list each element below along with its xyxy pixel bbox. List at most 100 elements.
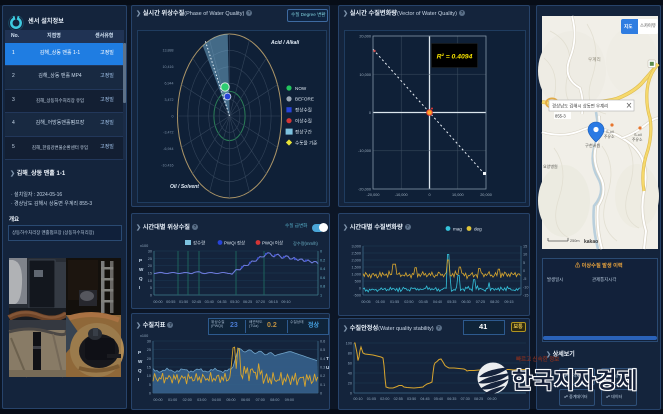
svg-text:0.5: 0.5 [320, 348, 325, 352]
svg-text:20: 20 [148, 264, 152, 268]
svg-text:03:00: 03:00 [197, 398, 206, 402]
svg-text:01:00: 01:00 [168, 398, 177, 402]
svg-text:08:15: 08:15 [269, 300, 278, 304]
svg-text:10: 10 [147, 374, 151, 378]
svg-text:Q: Q [139, 276, 143, 281]
svg-text:05:30: 05:30 [230, 300, 239, 304]
svg-text:5: 5 [150, 286, 152, 290]
svg-text:01:50: 01:50 [179, 300, 188, 304]
svg-text:08:20: 08:20 [490, 300, 499, 304]
svg-text:0.1: 0.1 [320, 383, 325, 387]
svg-text:0.2: 0.2 [320, 374, 325, 378]
svg-text:03:45: 03:45 [419, 300, 428, 304]
svg-text:0: 0 [523, 269, 525, 273]
svg-text:kakao: kakao [584, 239, 598, 245]
svg-text:07:25: 07:25 [476, 300, 485, 304]
svg-text:W: W [139, 267, 144, 272]
svg-text:00:00: 00:00 [153, 398, 162, 402]
svg-text:25: 25 [148, 257, 152, 261]
svg-text:0.3: 0.3 [320, 366, 325, 370]
svg-text:13,888: 13,888 [163, 49, 174, 53]
svg-text:P: P [138, 350, 141, 355]
svg-text:06:00: 06:00 [241, 398, 250, 402]
svg-text:이상수질: 이상수질 [295, 118, 312, 125]
svg-text:04:45: 04:45 [420, 397, 429, 401]
svg-text:2,000: 2,000 [351, 259, 361, 263]
svg-text:3,472: 3,472 [165, 98, 174, 102]
svg-text:정상수질: 정상수질 [295, 107, 312, 114]
svg-text:25: 25 [147, 348, 151, 352]
svg-text:06:25: 06:25 [243, 300, 252, 304]
svg-text:30: 30 [147, 340, 151, 344]
svg-text:6,944: 6,944 [165, 82, 174, 86]
svg-text:P: P [139, 258, 142, 263]
svg-text:강수량(mm/h): 강수량(mm/h) [293, 240, 318, 247]
svg-text:0: 0 [320, 250, 322, 254]
svg-text:NOW: NOW [295, 86, 307, 91]
svg-text:15: 15 [147, 366, 151, 370]
svg-text:10: 10 [523, 253, 527, 257]
svg-text:00:05: 00:05 [361, 300, 370, 304]
svg-text:0: 0 [150, 294, 152, 298]
svg-text:-500: -500 [353, 294, 361, 298]
svg-text:00:55: 00:55 [166, 300, 175, 304]
svg-text:0: 0 [359, 287, 361, 291]
svg-text:15: 15 [523, 245, 527, 249]
svg-text:01:55: 01:55 [390, 300, 399, 304]
svg-text:1: 1 [320, 294, 322, 298]
svg-text:-3,472: -3,472 [163, 131, 173, 135]
svg-text:경상남도 김해시 상동면 우계리: 경상남도 김해시 상동면 우계리 [552, 103, 608, 110]
svg-text:10,416: 10,416 [163, 65, 174, 69]
svg-text:20: 20 [147, 357, 151, 361]
svg-text:04:35: 04:35 [217, 300, 226, 304]
svg-text:10: 10 [148, 279, 152, 283]
svg-text:00:00: 00:00 [153, 300, 162, 304]
svg-text:60: 60 [348, 362, 352, 366]
svg-text:0: 0 [350, 392, 352, 396]
svg-text:250m: 250m [570, 239, 580, 243]
svg-text:100: 100 [346, 342, 352, 346]
svg-text:20,000: 20,000 [359, 35, 371, 39]
svg-text:-10,416: -10,416 [161, 164, 173, 168]
svg-text:0.6: 0.6 [320, 340, 325, 344]
svg-text:05:35: 05:35 [447, 300, 456, 304]
svg-text:Q: Q [138, 368, 142, 373]
svg-text:0.4: 0.4 [320, 267, 325, 271]
svg-text:0: 0 [172, 114, 174, 118]
svg-text:10,000: 10,000 [452, 193, 464, 197]
svg-text:855-3: 855-3 [555, 114, 566, 119]
svg-text:R² = 0.4094: R² = 0.4094 [437, 54, 473, 61]
svg-text:-20,000: -20,000 [358, 188, 371, 192]
svg-text:x100: x100 [140, 334, 148, 338]
svg-text:S-oil: S-oil [634, 133, 642, 137]
svg-text:05:40: 05:40 [434, 397, 443, 401]
svg-text:30: 30 [148, 250, 152, 254]
svg-text:5: 5 [149, 383, 151, 387]
svg-text:1,000: 1,000 [351, 273, 361, 277]
svg-text:강수량: 강수량 [193, 240, 205, 247]
svg-text:02:45: 02:45 [192, 300, 201, 304]
svg-text:09:10: 09:10 [281, 300, 290, 304]
svg-text:08:25: 08:25 [474, 397, 483, 401]
svg-text:-6,944: -6,944 [163, 147, 173, 151]
svg-text:x100: x100 [140, 244, 148, 248]
svg-text:01:00: 01:00 [376, 300, 385, 304]
svg-text:I: I [138, 377, 139, 382]
svg-text:04:40: 04:40 [433, 300, 442, 304]
svg-text:15: 15 [148, 272, 152, 276]
svg-text:09:15: 09:15 [504, 300, 513, 304]
svg-text:03:50: 03:50 [407, 397, 416, 401]
svg-text:-5: -5 [523, 277, 526, 281]
svg-text:U: U [326, 365, 330, 370]
svg-text:07:30: 07:30 [461, 397, 470, 401]
svg-text:0: 0 [369, 111, 371, 115]
svg-text:05:00: 05:00 [226, 398, 235, 402]
svg-text:04:00: 04:00 [212, 398, 221, 402]
svg-text:0.8: 0.8 [320, 285, 325, 289]
svg-text:09:20: 09:20 [487, 397, 496, 401]
svg-text:주유소: 주유소 [632, 137, 643, 142]
svg-text:07:00: 07:00 [256, 398, 265, 402]
svg-text:06:35: 06:35 [447, 397, 456, 401]
svg-text:우계리: 우계리 [588, 56, 601, 63]
svg-text:20,000: 20,000 [480, 193, 492, 197]
